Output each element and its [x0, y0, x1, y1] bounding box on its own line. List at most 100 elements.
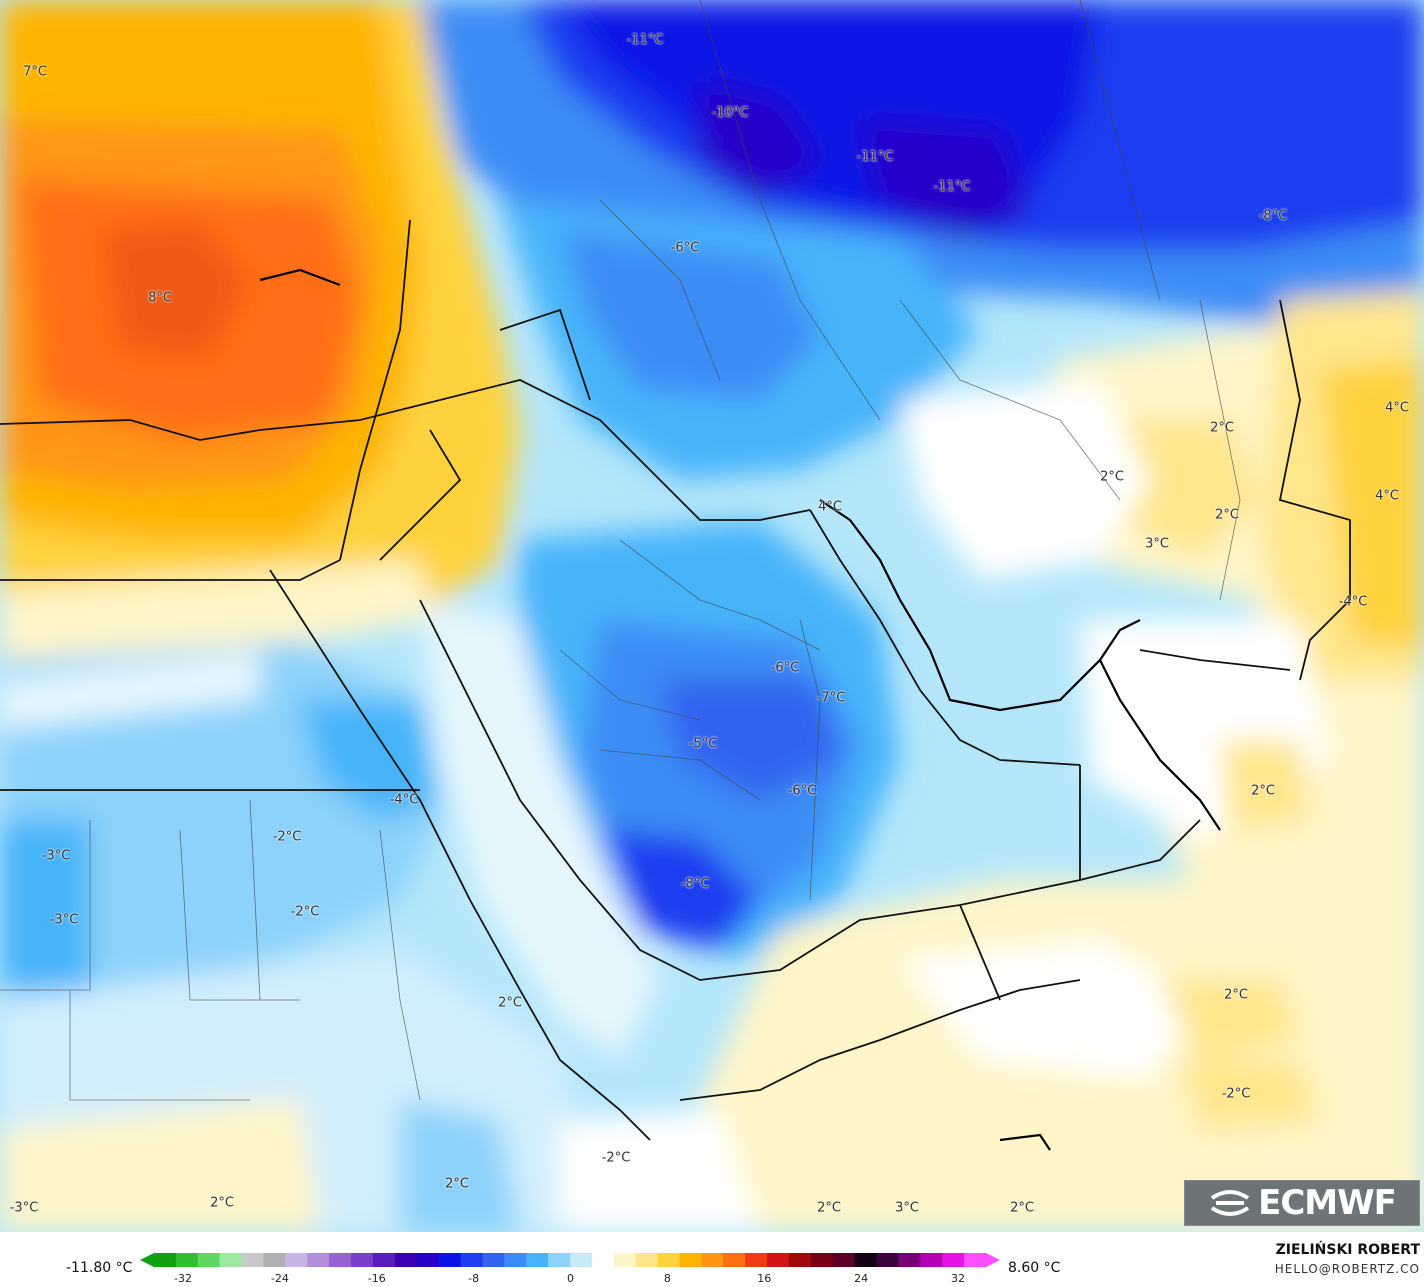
temperature-label: 2°C: [210, 1195, 234, 1211]
colorbar-segment: [219, 1253, 243, 1267]
colorbar-segment: [898, 1253, 921, 1267]
temperature-label: -8°C: [680, 876, 710, 892]
temperature-label: -3°C: [49, 912, 79, 928]
temperature-label: 2°C: [1210, 420, 1234, 436]
colorbar-segment: [526, 1253, 549, 1267]
colorbar-segment: [351, 1253, 374, 1267]
temperature-label: 3°C: [895, 1200, 919, 1216]
author-email: HELLO@ROBERTZ.CO: [1274, 1262, 1420, 1276]
temperature-label: 7°C: [23, 64, 47, 80]
colorbar: [140, 1253, 1000, 1267]
colorbar-segment: [876, 1253, 899, 1267]
temperature-label: 2°C: [1100, 469, 1124, 485]
temperature-label: -10°C: [711, 105, 749, 121]
colorbar-tick-label: -8: [468, 1272, 480, 1285]
temperature-label: 4°C: [818, 499, 842, 515]
author-name: ZIELIŃSKI ROBERT: [1275, 1242, 1420, 1258]
region-borders: [0, 0, 1241, 1101]
colorbar-segment: [964, 1253, 987, 1267]
temperature-label: -5°C: [688, 736, 718, 752]
temperature-label: 2°C: [1224, 987, 1248, 1003]
colorbar-segment: [460, 1253, 483, 1267]
temperature-label: -6°C: [787, 783, 817, 799]
temperature-label: 2°C: [498, 995, 522, 1011]
temperature-label: -2°C: [601, 1150, 631, 1166]
colorbar-segment: [942, 1253, 965, 1267]
temperature-label: 3°C: [1145, 536, 1169, 552]
colorbar-segment: [635, 1253, 659, 1267]
colorbar-segment: [548, 1253, 571, 1267]
colorbar-segment: [570, 1253, 593, 1267]
colorbar-segment: [329, 1253, 352, 1267]
temperature-label: 2°C: [1215, 507, 1239, 523]
ecmwf-logo-text: ECMWF: [1258, 1183, 1397, 1223]
colorbar-tick-label: 8: [663, 1272, 671, 1285]
temperature-label: -11°C: [626, 32, 664, 48]
temperature-label: 2°C: [817, 1200, 841, 1216]
colorbar-segment: [175, 1253, 199, 1267]
temperature-label: -6°C: [670, 240, 700, 256]
temperature-label: -8°C: [1258, 208, 1288, 224]
colorbar-tick-label: -16: [367, 1272, 386, 1285]
colorbar-segment: [241, 1253, 264, 1267]
country-borders: [0, 219, 1351, 1141]
temperature-label: 2°C: [445, 1176, 469, 1192]
colorbar-tick-label: 24: [854, 1272, 869, 1285]
colorbar-segment: [810, 1253, 834, 1267]
colorbar-segment: [197, 1253, 221, 1267]
legend-footer: -11.80 °C -32 -24 -16 -8 0 8 16 24 32 8.60 °C ZI…: [0, 1232, 1424, 1287]
colorbar-tick-label: -24: [270, 1272, 289, 1285]
colorbar-tick-label: 0: [567, 1272, 574, 1285]
colorbar-segment: [504, 1253, 527, 1267]
temperature-label: -6°C: [770, 660, 800, 676]
colorbar-segment: [657, 1253, 680, 1267]
colorbar-segment: [788, 1253, 812, 1267]
colorbar-segment: [745, 1253, 768, 1267]
temperature-label: -2°C: [272, 829, 302, 845]
min-temperature: -11.80 °C: [66, 1260, 133, 1276]
colorbar-segment: [482, 1253, 505, 1267]
ecmwf-logo: ECMWF: [1184, 1180, 1420, 1226]
temperature-label: 4°C: [1385, 400, 1409, 416]
colorbar-right-arrow: [986, 1253, 1000, 1267]
colorbar-segment: [613, 1253, 637, 1267]
temperature-label: 4°C: [1375, 488, 1399, 504]
coastlines: [259, 268, 1221, 1151]
colorbar-segment: [154, 1253, 177, 1267]
colorbar-segment: [701, 1253, 724, 1267]
temperature-label: -11°C: [856, 149, 894, 165]
colorbar-segment: [723, 1253, 746, 1267]
temperature-label: -4°C: [1338, 594, 1368, 610]
temperature-map[interactable]: 7°C 8°C -11°C -10°C -11°C -11°C -8°C -6°C 2°C 4°C…: [0, 0, 1424, 1232]
colorbar-segment: [767, 1253, 790, 1267]
max-temperature: 8.60 °C: [1008, 1260, 1061, 1276]
colorbar-segment: [854, 1253, 878, 1267]
colorbar-segment: [394, 1253, 418, 1267]
temperature-label: -3°C: [41, 848, 71, 864]
colorbar-segment: [285, 1253, 308, 1267]
colorbar-segment: [307, 1253, 330, 1267]
temperature-label: -2°C: [1221, 1086, 1251, 1102]
colorbar-segment: [416, 1253, 440, 1267]
colorbar-segment: [920, 1253, 943, 1267]
temperature-label: -7°C: [816, 690, 846, 706]
temperature-label: -4°C: [389, 792, 419, 808]
colorbar-segment: [832, 1253, 856, 1267]
colorbar-left-arrow: [140, 1253, 154, 1267]
colorbar-tick-label: 32: [951, 1272, 965, 1285]
temperature-label: -3°C: [9, 1200, 39, 1216]
colorbar-segment: [263, 1253, 286, 1267]
colorbar-tick-label: -32: [174, 1272, 192, 1285]
ecmwf-icon: [1211, 1190, 1250, 1216]
colorbar-segment: [679, 1253, 702, 1267]
temperature-label: 2°C: [1251, 783, 1275, 799]
temperature-field: [0, 0, 1424, 1232]
temperature-label: -11°C: [933, 179, 971, 195]
colorbar-segment: [438, 1253, 462, 1267]
temperature-label: 2°C: [1010, 1200, 1034, 1216]
colorbar-segment: [372, 1253, 396, 1267]
temperature-label: -2°C: [290, 904, 320, 920]
colorbar-tick-label: 16: [757, 1272, 772, 1285]
colorbar-segment: [591, 1253, 615, 1267]
temperature-label: 8°C: [148, 290, 172, 306]
